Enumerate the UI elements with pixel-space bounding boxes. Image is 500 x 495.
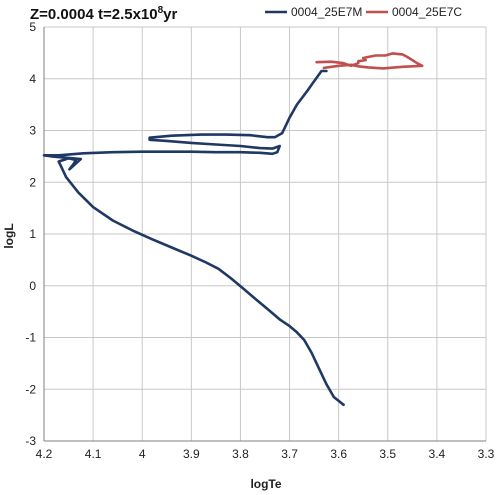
chart-title-main: Z=0.0004 t=2.5x10 bbox=[30, 6, 158, 23]
x-tick-label: 3.6 bbox=[330, 447, 347, 461]
series-line-1 bbox=[42, 69, 345, 407]
y-tick-label: -1 bbox=[25, 331, 36, 345]
series-lines bbox=[42, 52, 424, 407]
y-tick-label: 5 bbox=[29, 20, 36, 34]
y-axis-title: logL bbox=[2, 223, 16, 248]
y-tick-label: -2 bbox=[25, 382, 36, 396]
y-tick-label: -3 bbox=[25, 434, 36, 448]
axes bbox=[43, 27, 486, 442]
x-tick-label: 3.4 bbox=[429, 447, 446, 461]
x-tick-label: 4 bbox=[139, 447, 146, 461]
series-line-2 bbox=[315, 52, 424, 70]
x-tick-label: 3.5 bbox=[379, 447, 396, 461]
y-tick-label: 4 bbox=[29, 72, 36, 86]
legend: 0004_25E7M 0004_25E7C bbox=[265, 5, 462, 19]
x-tick-label: 4.1 bbox=[85, 447, 102, 461]
y-tick-label: 3 bbox=[29, 124, 36, 138]
chart-title-superscript: 8 bbox=[158, 5, 164, 16]
x-tick-label: 3.3 bbox=[478, 447, 495, 461]
gridlines bbox=[44, 26, 487, 441]
chart-title: Z=0.0004 t=2.5x108yr bbox=[30, 5, 178, 23]
x-axis-title: logTe bbox=[250, 477, 281, 491]
x-tick-label: 3.9 bbox=[183, 447, 200, 461]
chart-title-suffix: yr bbox=[163, 6, 177, 23]
y-tick-label: 0 bbox=[29, 279, 36, 293]
y-tick-label: 1 bbox=[29, 227, 36, 241]
y-tick-label: 2 bbox=[29, 175, 36, 189]
y-tick-labels: -3 -2 -1 0 1 2 3 4 5 bbox=[25, 20, 36, 448]
x-tick-label: 3.8 bbox=[232, 447, 249, 461]
legend-label-1: 0004_25E7M bbox=[291, 5, 362, 19]
legend-label-2: 0004_25E7C bbox=[392, 5, 462, 19]
x-tick-label: 3.7 bbox=[281, 447, 298, 461]
x-tick-label: 4.2 bbox=[36, 447, 53, 461]
x-tick-labels: 4.2 4.1 4 3.9 3.8 3.7 3.6 3.5 3.4 3.3 bbox=[36, 447, 495, 461]
